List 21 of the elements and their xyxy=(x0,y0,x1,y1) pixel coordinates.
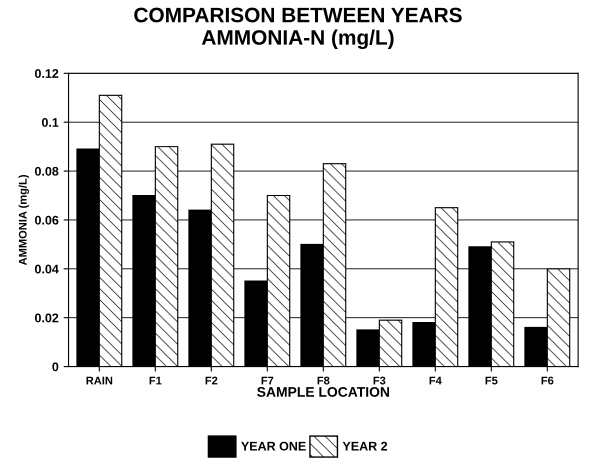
y-tick-label: 0.02 xyxy=(34,314,58,322)
x-tick-label: F7 xyxy=(262,376,274,384)
x-tick-label: F6 xyxy=(542,376,554,384)
legend-label: YEAR ONE xyxy=(241,442,306,451)
x-axis-title: SAMPLE LOCATION xyxy=(257,387,390,397)
y-tick-label: 0.06 xyxy=(34,216,58,225)
y-tick-label: 0.04 xyxy=(34,264,59,274)
x-tick-label: F3 xyxy=(374,376,386,384)
y-tick-label: 0 xyxy=(52,362,58,372)
legend-label: YEAR 2 xyxy=(342,442,388,450)
y-tick-label: 0.1 xyxy=(42,118,58,127)
x-tick-label: F1 xyxy=(150,376,162,384)
chart-title: COMPARISON BETWEEN YEARS AMMONIA-N (mg/L) xyxy=(134,8,462,50)
y-tick-label: 0.12 xyxy=(34,69,58,78)
x-tick-label: F2 xyxy=(206,376,218,384)
y-axis-title: AMMONIA (mg/L) xyxy=(18,175,29,266)
x-tick-label: F5 xyxy=(486,376,498,384)
x-tick-label: RAIN xyxy=(86,376,112,384)
y-tick-label: 0.08 xyxy=(34,166,58,176)
x-tick-label: F4 xyxy=(430,376,442,384)
x-tick-label: F8 xyxy=(318,376,330,384)
